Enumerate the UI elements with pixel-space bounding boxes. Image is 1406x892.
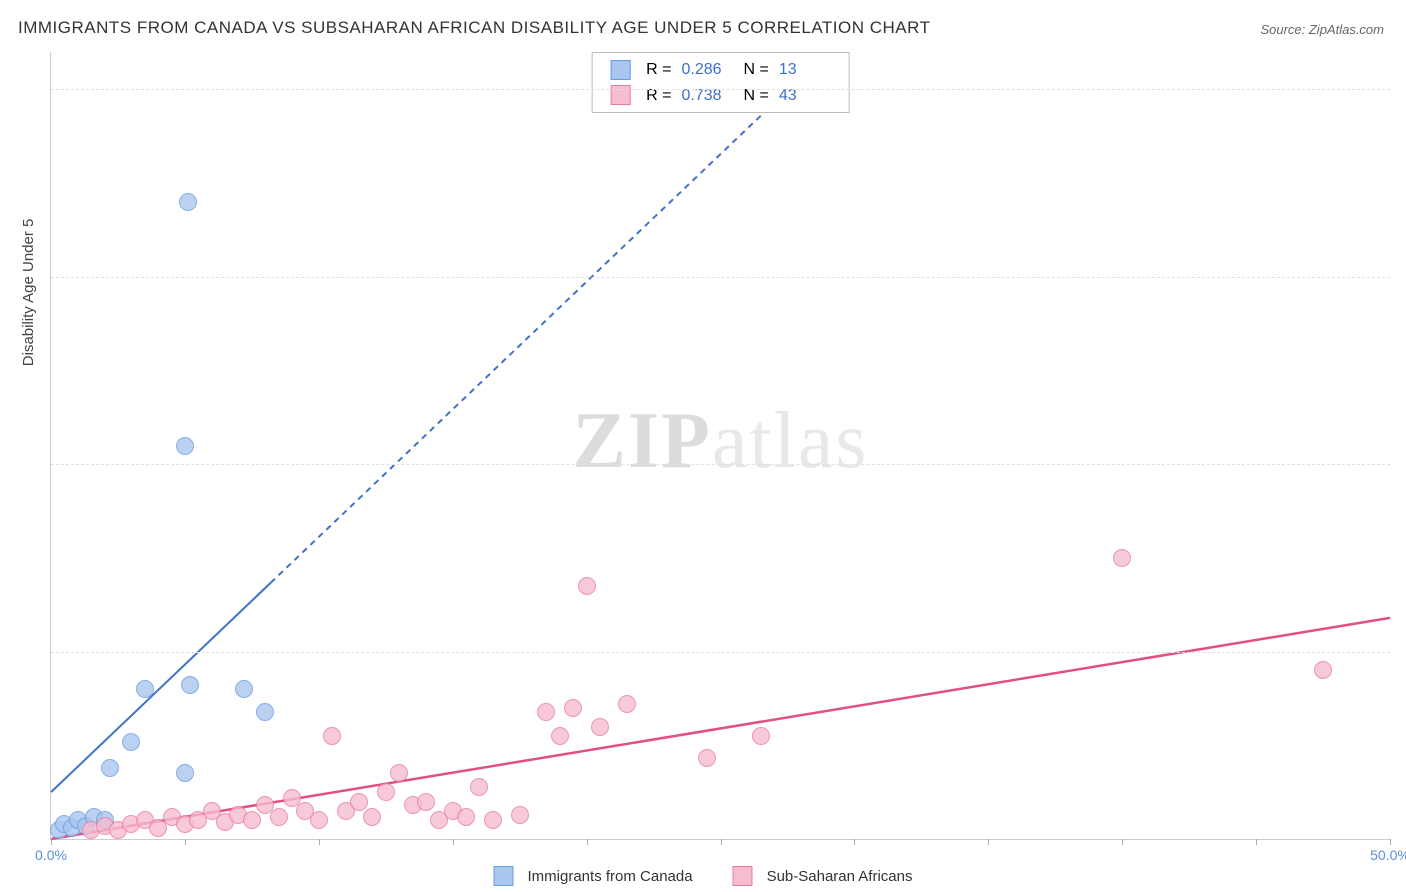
stat-r-label: R = [646, 57, 671, 83]
legend-swatch [733, 866, 753, 886]
gridline [51, 652, 1390, 653]
scatter-point [270, 808, 288, 826]
scatter-point [564, 699, 582, 717]
x-tick-label: 50.0% [1370, 847, 1406, 863]
stat-r-value: 0.738 [682, 83, 734, 109]
stat-r-value: 0.286 [682, 57, 734, 83]
y-tick-label: 30.0% [1395, 269, 1406, 285]
stats-row: R = 0.286 N = 13 [610, 57, 831, 83]
y-tick-label: 10.0% [1395, 644, 1406, 660]
legend-label: Sub-Saharan Africans [767, 868, 913, 885]
scatter-point [390, 764, 408, 782]
scatter-point [363, 808, 381, 826]
scatter-point [310, 811, 328, 829]
regression-line-dashed [271, 52, 828, 583]
x-tick-label: 0.0% [35, 847, 67, 863]
x-tick [1390, 839, 1391, 845]
y-tick-label: 20.0% [1395, 456, 1406, 472]
stat-n-label: N = [744, 57, 769, 83]
y-axis-label: Disability Age Under 5 [20, 219, 37, 367]
scatter-point [417, 793, 435, 811]
x-tick [185, 839, 186, 845]
scatter-point [752, 727, 770, 745]
regression-lines-layer [51, 52, 1390, 839]
scatter-point [591, 718, 609, 736]
legend-swatch [610, 60, 630, 80]
scatter-point [1113, 549, 1131, 567]
legend-label: Immigrants from Canada [528, 868, 693, 885]
x-tick [587, 839, 588, 845]
scatter-point [551, 727, 569, 745]
scatter-point [1314, 661, 1332, 679]
scatter-point [176, 764, 194, 782]
scatter-point [698, 749, 716, 767]
scatter-point [122, 733, 140, 751]
stats-legend: R = 0.286 N = 13 R = 0.738 N = 43 [591, 52, 850, 113]
scatter-point [243, 811, 261, 829]
scatter-point [618, 695, 636, 713]
watermark: ZIPatlas [573, 395, 869, 486]
x-tick [1122, 839, 1123, 845]
gridline [51, 277, 1390, 278]
series-legend: Immigrants from Canada Sub-Saharan Africa… [494, 866, 913, 886]
gridline [51, 464, 1390, 465]
source-name: ZipAtlas.com [1309, 22, 1384, 37]
gridline [51, 89, 1390, 90]
legend-swatch [610, 85, 630, 105]
scatter-point [235, 680, 253, 698]
source-attribution: Source: ZipAtlas.com [1260, 22, 1384, 37]
scatter-point [181, 676, 199, 694]
scatter-point [470, 778, 488, 796]
x-tick [721, 839, 722, 845]
scatter-point [350, 793, 368, 811]
stat-r-label: R = [646, 83, 671, 109]
plot-area: ZIPatlas R =0.286N =13R =0.738N =43 10.0… [50, 52, 1390, 840]
watermark-rest: atlas [712, 396, 869, 484]
scatter-point [511, 806, 529, 824]
scatter-point [578, 577, 596, 595]
chart-title: IMMIGRANTS FROM CANADA VS SUBSAHARAN AFR… [18, 18, 931, 38]
y-tick-label: 40.0% [1395, 81, 1406, 97]
x-tick [51, 839, 52, 845]
x-tick [854, 839, 855, 845]
scatter-point [377, 783, 395, 801]
scatter-point [176, 437, 194, 455]
scatter-point [256, 703, 274, 721]
x-tick [319, 839, 320, 845]
legend-swatch [494, 866, 514, 886]
legend-item: Immigrants from Canada [494, 866, 693, 886]
scatter-point [323, 727, 341, 745]
scatter-point [136, 680, 154, 698]
scatter-point [179, 193, 197, 211]
scatter-point [101, 759, 119, 777]
source-prefix: Source: [1260, 22, 1308, 37]
x-tick [1256, 839, 1257, 845]
watermark-bold: ZIP [573, 396, 712, 484]
x-tick [453, 839, 454, 845]
stat-n-value: 43 [779, 83, 831, 109]
stats-row: R = 0.738 N = 43 [610, 83, 831, 109]
scatter-point [537, 703, 555, 721]
legend-item: Sub-Saharan Africans [733, 866, 913, 886]
stat-n-label: N = [744, 83, 769, 109]
stat-n-value: 13 [779, 57, 831, 83]
scatter-point [457, 808, 475, 826]
x-tick [988, 839, 989, 845]
scatter-point [484, 811, 502, 829]
